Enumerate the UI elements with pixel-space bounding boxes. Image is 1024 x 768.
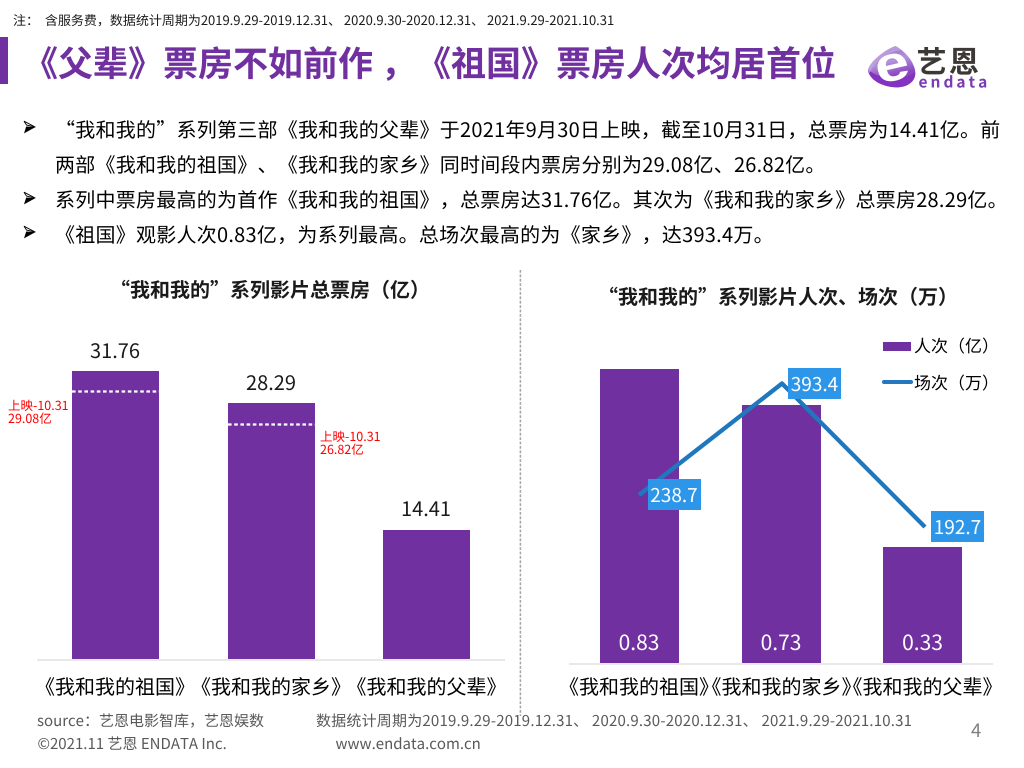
svg-text:e: e: [869, 42, 915, 92]
svg-text:艺恩: 艺恩: [917, 42, 982, 82]
svg-text:endata: endata: [919, 71, 991, 93]
